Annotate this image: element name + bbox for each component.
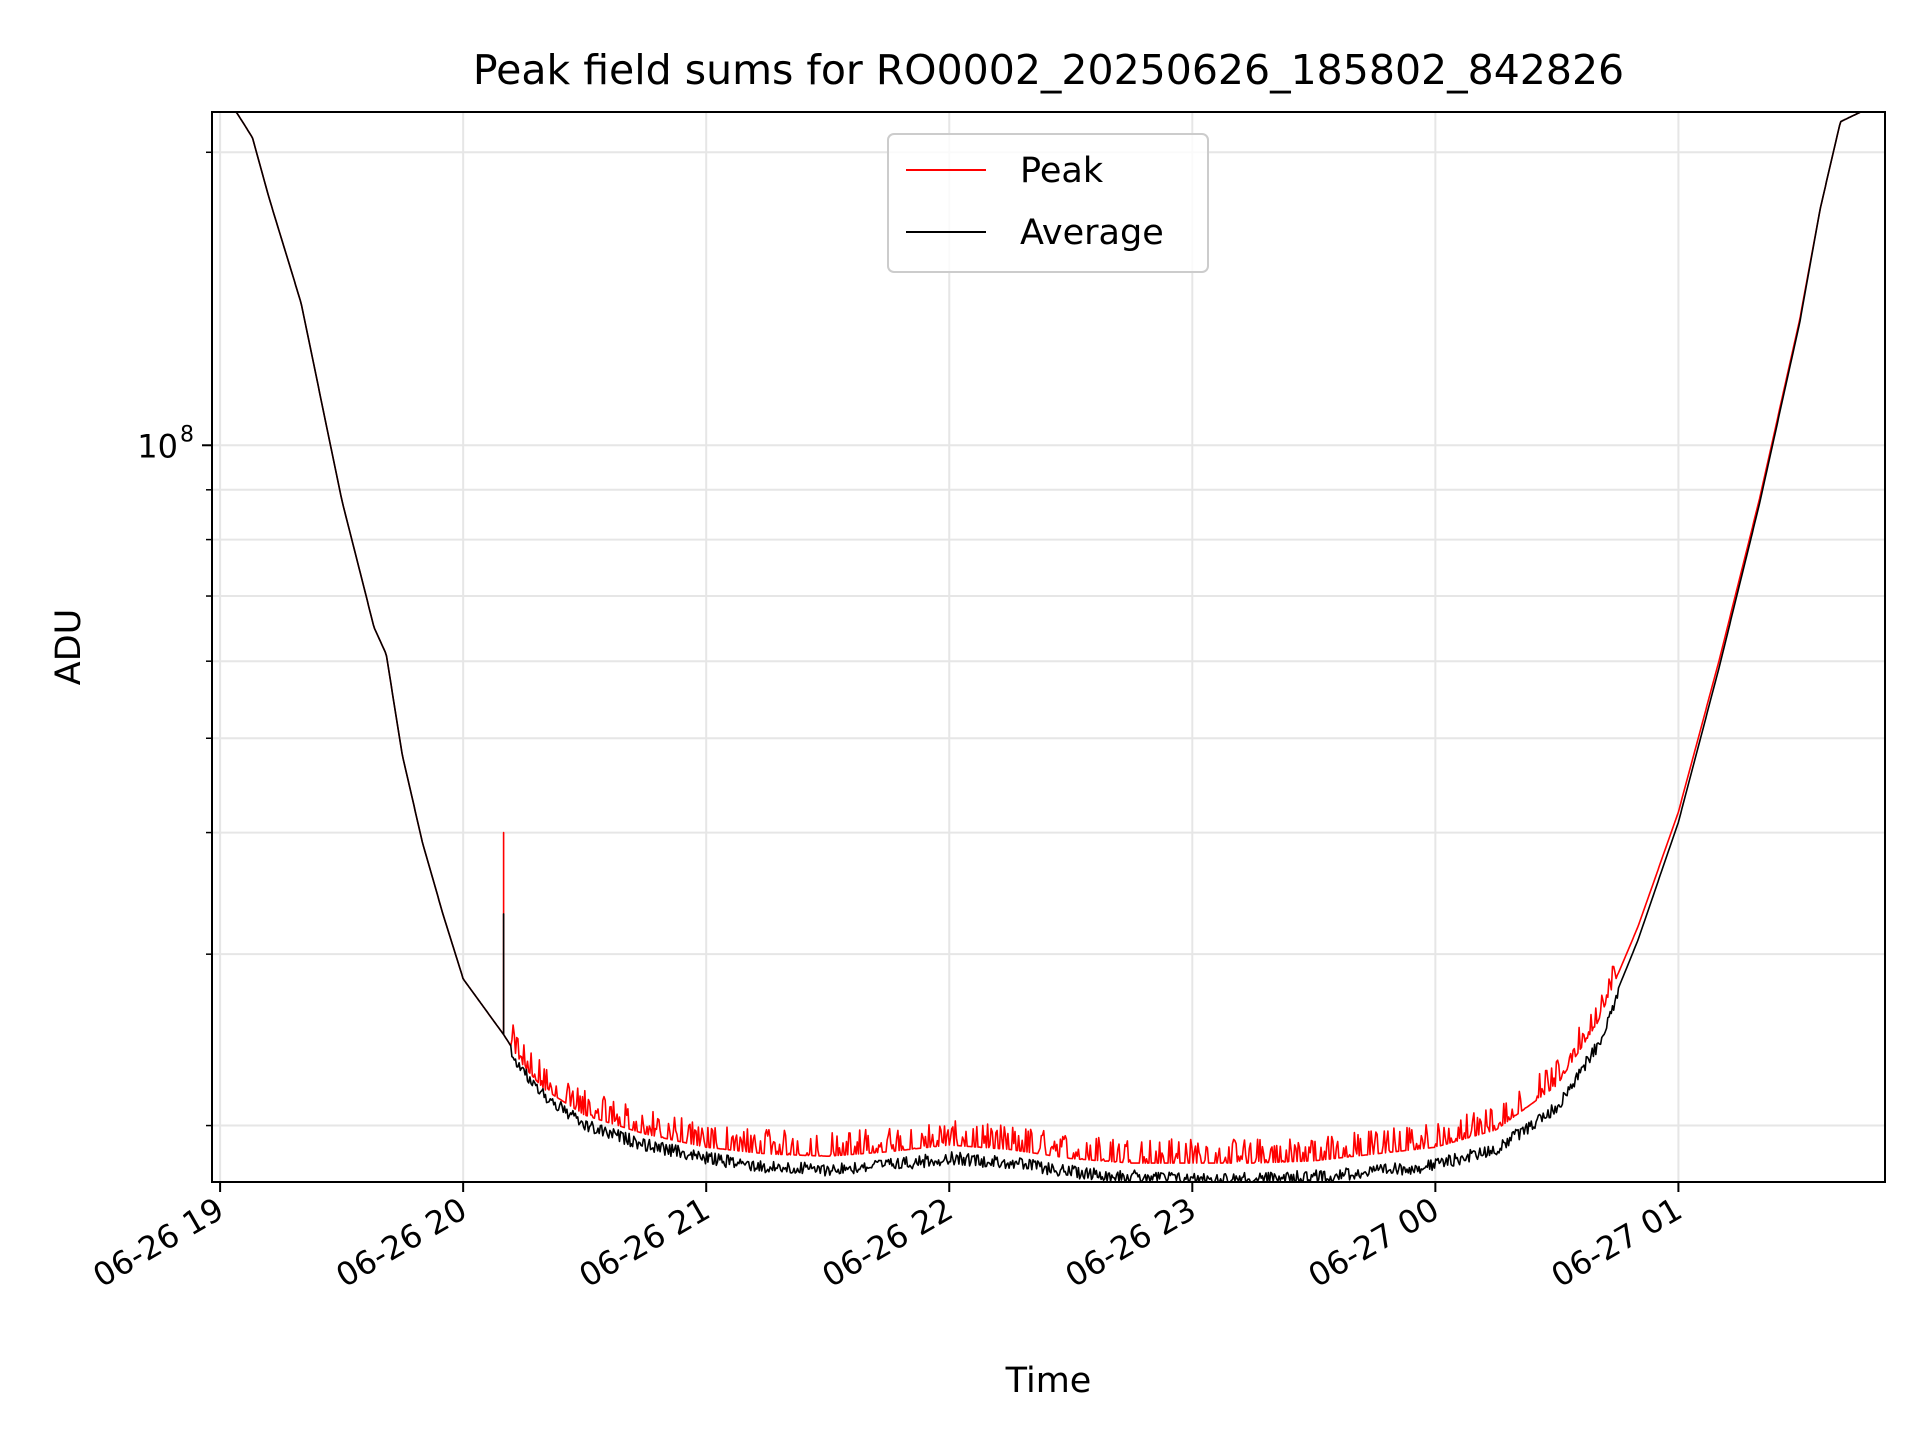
y-axis-label: ADU (49, 609, 89, 686)
grid-layer (212, 112, 1885, 1182)
legend: Peak Average (887, 133, 1209, 273)
plot-frame (211, 111, 1886, 1183)
y-tick-label: 10 (137, 427, 178, 465)
series-layer (212, 111, 1885, 1183)
legend-box (887, 133, 1209, 273)
legend-label-peak: Peak (1020, 151, 1104, 191)
series-line-average (212, 111, 1885, 1183)
y-tick-exponent: 8 (180, 422, 194, 447)
x-axis-label: Time (1005, 1361, 1092, 1401)
chart-title: Peak field sums for RO0002_20250626_1858… (473, 46, 1624, 94)
legend-label-average: Average (1020, 213, 1164, 253)
